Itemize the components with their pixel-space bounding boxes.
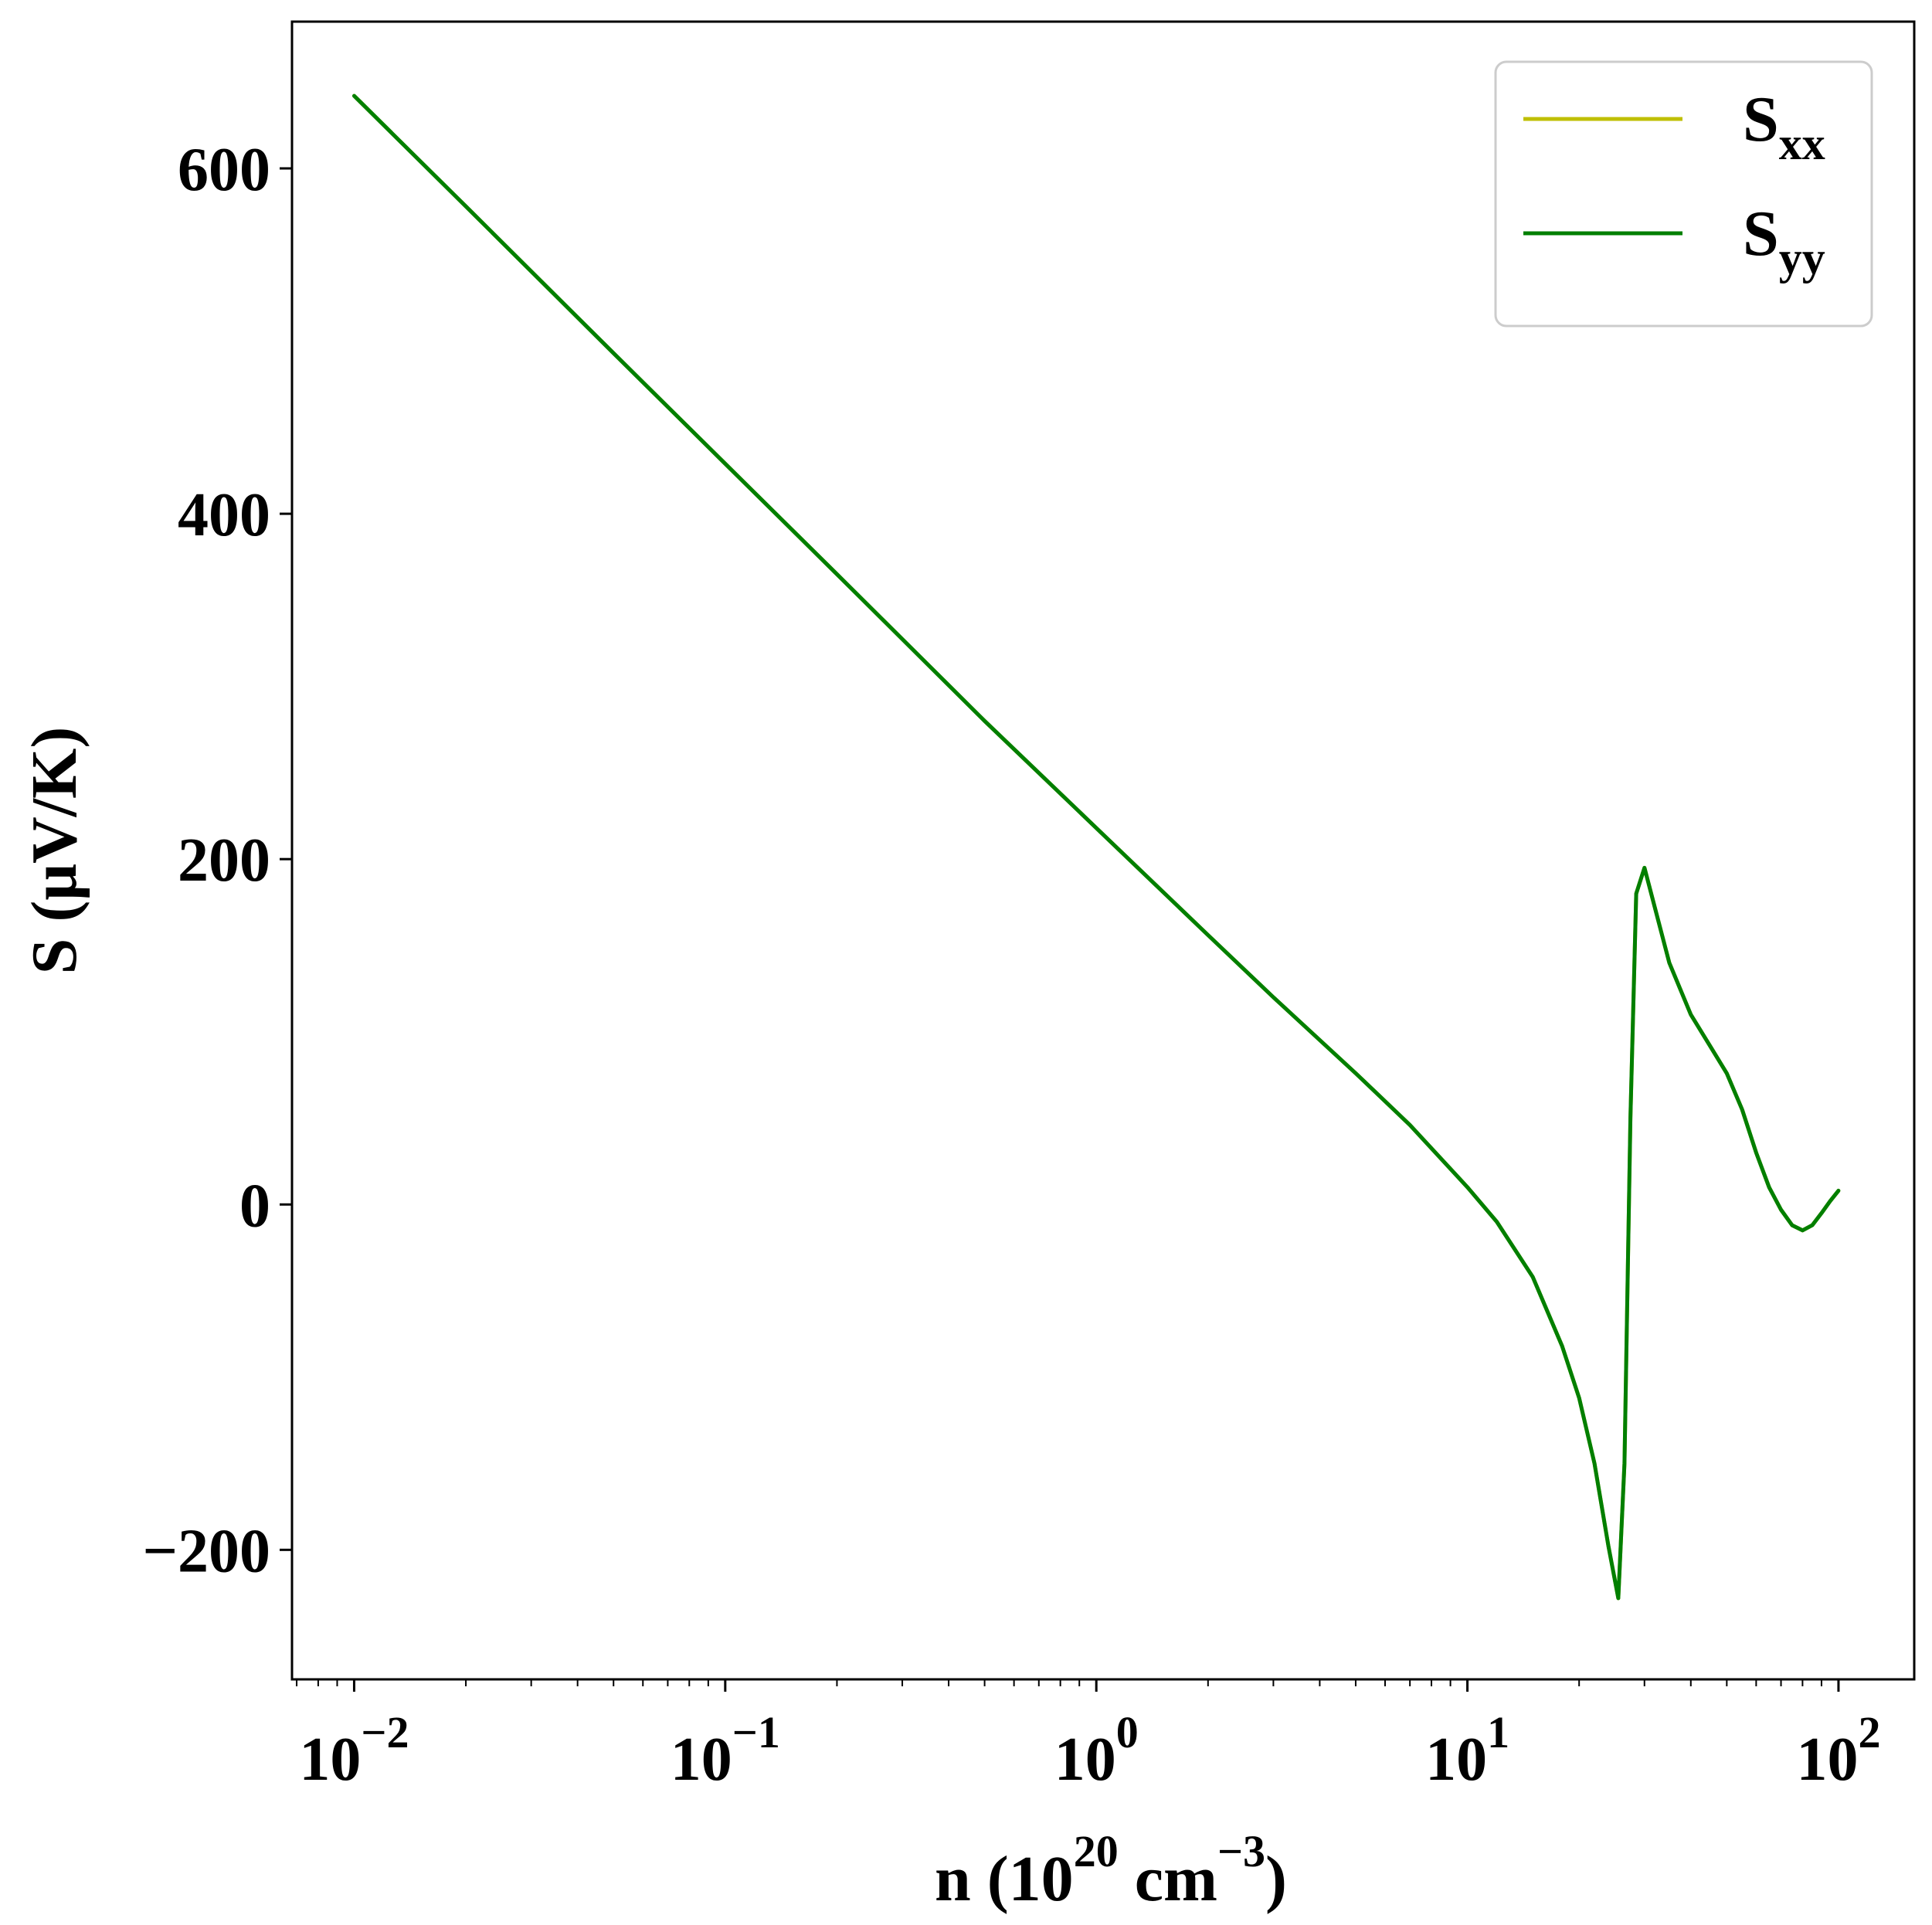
y-tick-label: 600 (178, 136, 270, 204)
y-tick-label: 400 (178, 481, 270, 549)
x-axis-label-tail: ) (1265, 1843, 1287, 1915)
x-tick-exponent: 0 (1116, 1707, 1139, 1757)
plot-area (352, 93, 1841, 1601)
x-axis-label-sup1: 20 (1074, 1826, 1119, 1876)
y-tick-label: 0 (239, 1172, 270, 1240)
x-axis-label: n (1020 cm−3) (935, 1826, 1287, 1915)
y-tick-label: −200 (142, 1517, 270, 1585)
x-axis-label-sup2: −3 (1217, 1826, 1265, 1876)
x-tick-exponent: 1 (1487, 1707, 1509, 1757)
x-axis-label-base: n (10 (935, 1843, 1074, 1915)
x-tick-label: 101 (1425, 1707, 1509, 1794)
axes (290, 20, 1916, 1681)
x-tick-label: 10−2 (299, 1707, 409, 1794)
legend-label-subscript: xx (1779, 118, 1825, 169)
legend-label: Sxx (1743, 83, 1825, 169)
y-tick-label: 200 (178, 827, 270, 895)
x-axis-label-mid: cm (1119, 1843, 1217, 1915)
x-tick-exponent: −1 (732, 1707, 780, 1757)
legend-label-base: S (1743, 83, 1779, 155)
legend-label-subscript: yy (1779, 233, 1825, 283)
x-tick-exponent: 2 (1858, 1707, 1880, 1757)
x-tick-base: 10 (299, 1726, 361, 1794)
legend-box (1494, 60, 1873, 328)
x-tick-label: 10−1 (671, 1707, 780, 1794)
x-tick-label: 100 (1054, 1707, 1139, 1794)
x-tick-base: 10 (671, 1726, 732, 1794)
tick-marks (280, 167, 1840, 1692)
legend-label: Syy (1743, 198, 1825, 283)
x-tick-exponent: −2 (361, 1707, 409, 1757)
legend-label-base: S (1743, 198, 1779, 270)
x-tick-base: 10 (1425, 1726, 1487, 1794)
y-axis-label: S (μV/K) (19, 727, 90, 975)
x-tick-label: 102 (1796, 1707, 1880, 1794)
x-tick-base: 10 (1054, 1726, 1116, 1794)
x-tick-base: 10 (1796, 1726, 1858, 1794)
plot-frame (290, 20, 1916, 1681)
series-line-syy (352, 93, 1841, 1601)
